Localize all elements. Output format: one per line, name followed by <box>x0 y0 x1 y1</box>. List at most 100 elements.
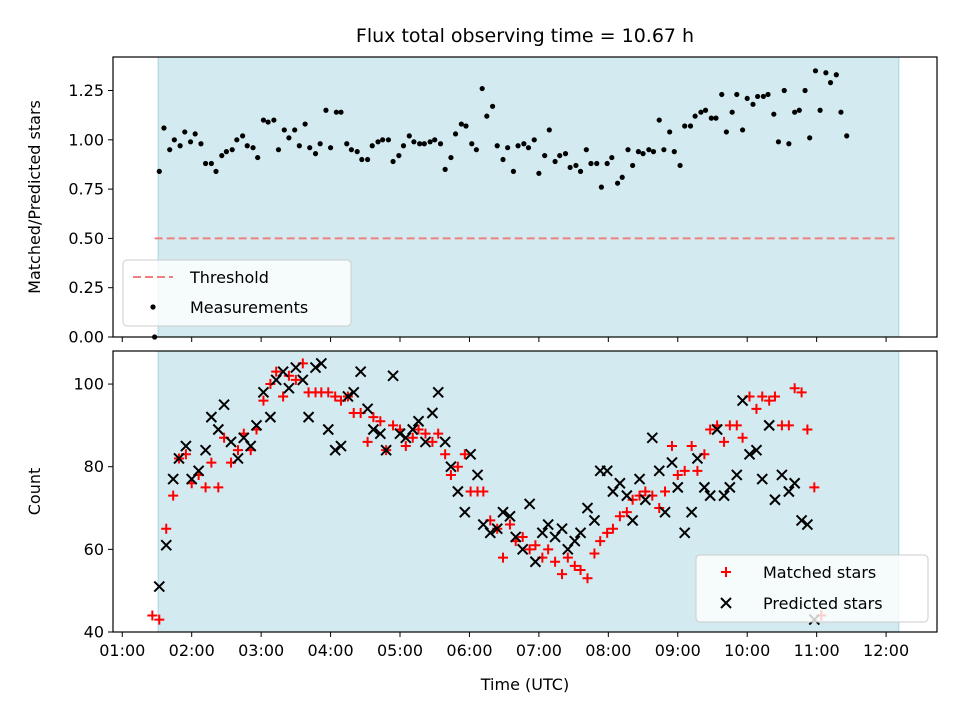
data-point <box>734 91 740 98</box>
data-point <box>589 548 600 559</box>
data-point <box>581 502 594 514</box>
data-point <box>760 93 767 100</box>
data-point <box>154 614 165 625</box>
data-point <box>775 139 782 145</box>
data-point <box>177 143 183 149</box>
data-point <box>171 137 177 143</box>
data-point <box>229 147 235 153</box>
data-point <box>361 403 374 415</box>
data-point <box>213 168 219 174</box>
data-point <box>744 95 750 102</box>
data-point <box>708 115 714 121</box>
data-point <box>573 162 579 169</box>
data-point <box>801 518 814 531</box>
data-point <box>330 391 341 402</box>
data-point <box>529 556 542 568</box>
data-point <box>838 109 844 115</box>
data-point <box>817 107 823 113</box>
data-point <box>562 151 569 157</box>
data-point <box>588 160 594 167</box>
data-point <box>234 137 240 143</box>
data-point <box>702 107 709 113</box>
data-point <box>542 518 554 531</box>
data-point <box>536 527 549 539</box>
legend-predicted-swatch <box>720 597 732 609</box>
data-point <box>516 543 529 556</box>
data-point <box>686 441 697 452</box>
data-point <box>614 477 626 489</box>
data-point <box>781 87 787 94</box>
data-point <box>400 441 411 452</box>
data-point <box>348 147 355 153</box>
data-point <box>729 109 735 115</box>
data-point <box>218 399 230 411</box>
data-point <box>627 494 638 505</box>
data-point <box>271 117 277 123</box>
legend-top: Threshold Measurements <box>122 259 352 327</box>
data-point <box>795 514 808 527</box>
data-point <box>672 469 683 480</box>
data-point <box>489 103 496 109</box>
data-point <box>265 379 276 390</box>
x-tick-label: 03:00 <box>238 641 284 660</box>
data-point <box>792 109 798 115</box>
data-point <box>232 445 243 456</box>
data-point <box>264 411 277 423</box>
data-point <box>317 141 323 147</box>
y-axis-label: Count <box>25 468 44 516</box>
data-point <box>523 498 536 510</box>
data-point <box>666 441 677 452</box>
data-point <box>621 507 632 518</box>
data-point <box>412 415 425 427</box>
data-point <box>497 506 509 518</box>
series-measurements <box>152 68 850 340</box>
data-point <box>802 424 813 435</box>
data-point <box>338 109 344 115</box>
data-point <box>463 123 469 129</box>
data-point <box>380 444 392 456</box>
x-tick-label: 11:00 <box>794 641 840 660</box>
data-point <box>362 436 373 447</box>
data-point <box>640 151 646 157</box>
data-point <box>390 158 396 165</box>
plot-frame <box>112 350 938 633</box>
data-point <box>607 523 618 534</box>
data-point <box>687 123 694 129</box>
data-point <box>672 481 684 494</box>
data-point <box>724 481 736 494</box>
data-point <box>198 141 204 147</box>
chart-title: Flux total observing time = 10.67 h <box>356 25 694 47</box>
data-point <box>574 527 587 539</box>
data-point <box>459 449 470 460</box>
data-point <box>202 160 209 167</box>
data-point <box>646 147 652 153</box>
data-point <box>500 156 506 163</box>
data-point <box>173 452 185 465</box>
data-point <box>679 465 690 476</box>
data-point <box>375 139 381 145</box>
data-point <box>323 387 334 398</box>
data-point <box>327 145 334 151</box>
data-point <box>621 489 633 502</box>
data-point <box>757 391 768 402</box>
data-point <box>619 174 625 180</box>
data-point <box>588 514 601 527</box>
y-tick-label: 40 <box>84 623 104 642</box>
data-point <box>731 420 742 431</box>
data-point <box>543 544 554 555</box>
data-point <box>598 184 604 190</box>
data-point <box>685 506 698 518</box>
data-point <box>569 560 580 571</box>
data-point <box>206 457 217 468</box>
data-point <box>445 469 456 480</box>
legend-matched-label: Matched stars <box>763 563 876 582</box>
data-point <box>387 370 399 382</box>
data-point <box>524 544 535 555</box>
data-point <box>452 131 459 137</box>
data-point <box>407 423 419 436</box>
data-point <box>736 394 749 407</box>
x-tick-label: 08:00 <box>585 641 631 660</box>
data-point <box>731 469 743 481</box>
data-point <box>411 139 417 145</box>
data-point <box>677 162 683 169</box>
